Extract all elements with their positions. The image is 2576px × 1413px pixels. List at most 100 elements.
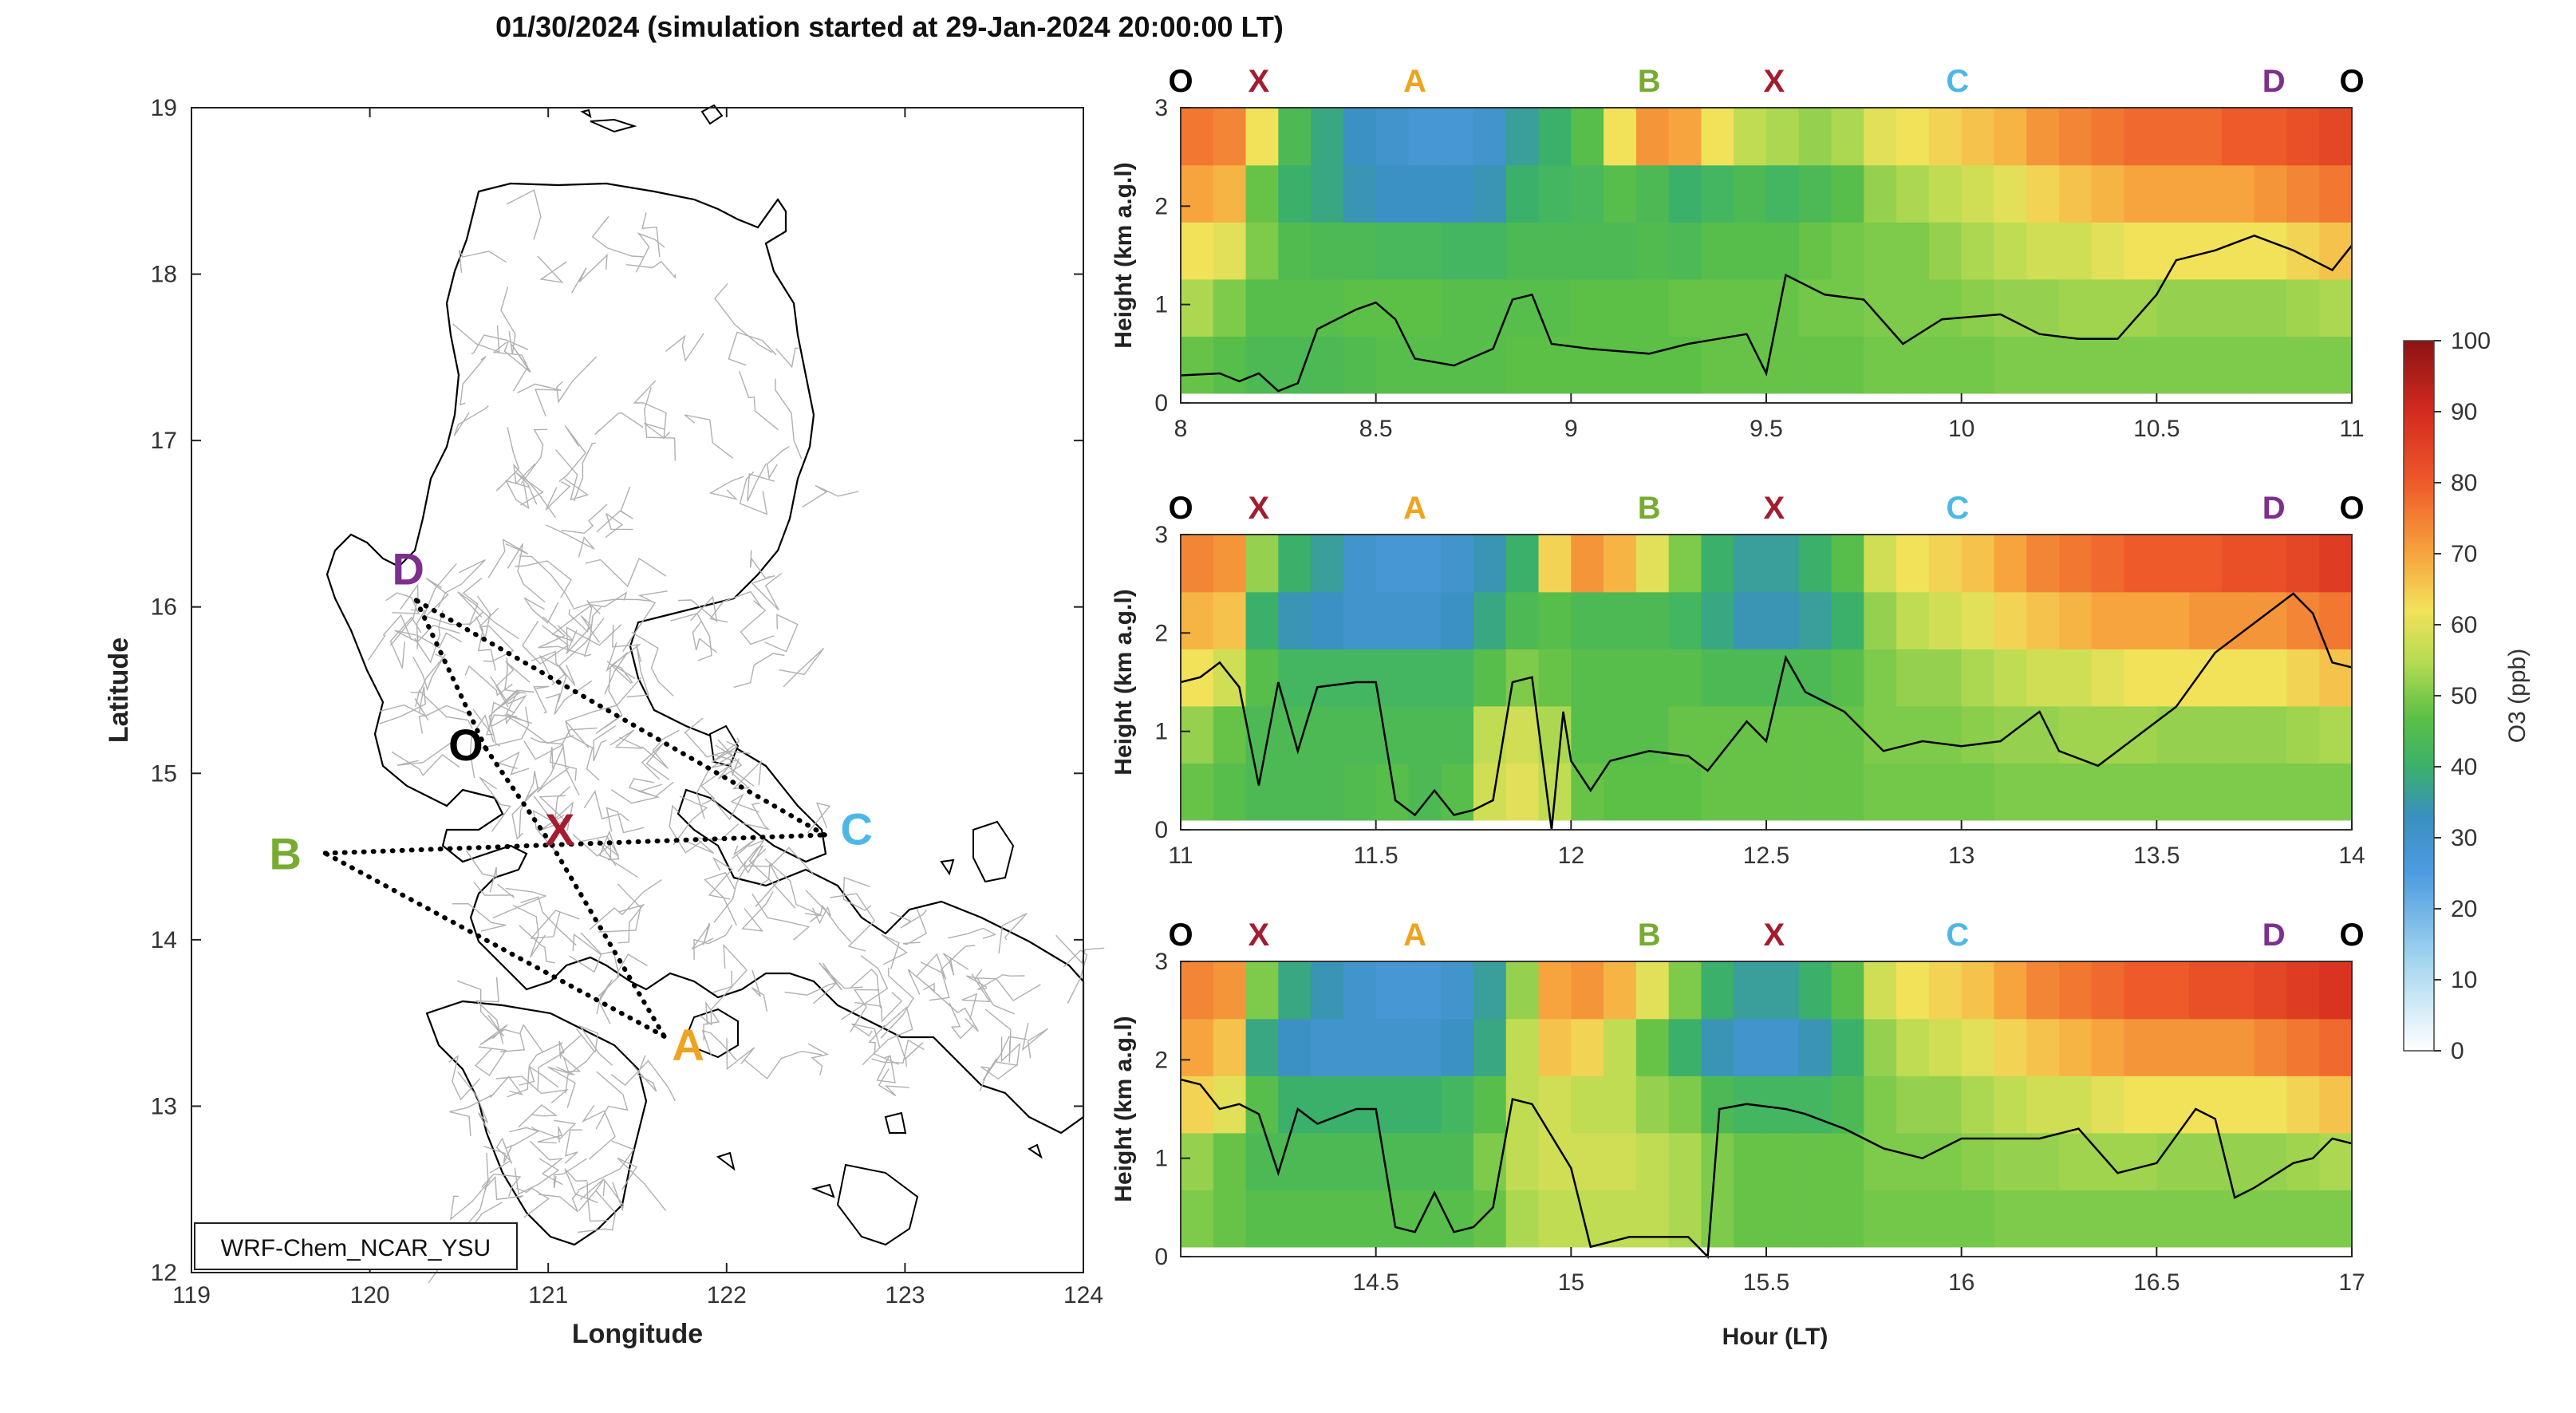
o3-cell xyxy=(1766,1018,1800,1076)
admin-boundary-line xyxy=(902,908,928,945)
admin-boundary-line xyxy=(851,1023,881,1048)
o3-cell xyxy=(1734,591,1767,649)
o3-cell xyxy=(1441,1190,1474,1248)
o3-cell xyxy=(1635,961,1670,1020)
o3-cell xyxy=(2091,1018,2125,1076)
o3-cell xyxy=(1278,1076,1312,1134)
o3-cell xyxy=(1961,591,1995,649)
admin-boundary-line xyxy=(930,988,980,1032)
o3-cell xyxy=(1375,763,1410,821)
admin-boundary-line xyxy=(606,807,645,834)
admin-boundary-line xyxy=(503,657,527,694)
o3-cell xyxy=(1831,1076,1865,1134)
admin-boundary-line xyxy=(418,705,471,734)
o3-cell xyxy=(1441,705,1474,764)
o3-cell xyxy=(1408,1018,1442,1076)
leg-marker-x: X xyxy=(1763,64,1785,99)
admin-boundary-line xyxy=(622,590,668,653)
admin-boundary-line xyxy=(691,922,714,950)
admin-boundary-line xyxy=(577,1140,635,1191)
o3-cell xyxy=(1961,336,1995,394)
o3-cell xyxy=(1928,164,1963,223)
o3-cell xyxy=(1408,591,1442,649)
o3-cell xyxy=(1441,591,1474,649)
o3-cell xyxy=(1505,336,1540,394)
admin-boundary-line xyxy=(895,1032,924,1067)
admin-boundary-line xyxy=(710,793,759,821)
o3-cell xyxy=(2189,164,2223,223)
admin-boundary-line xyxy=(538,654,567,702)
admin-boundary-line xyxy=(876,1055,896,1083)
admin-boundary-line xyxy=(665,333,704,362)
o3-cell xyxy=(1635,222,1670,280)
o3-cell xyxy=(2026,222,2060,280)
admin-boundary-line xyxy=(488,689,535,747)
admin-boundary-line xyxy=(465,850,497,893)
admin-boundary-line xyxy=(554,786,574,831)
o3-cell xyxy=(1245,763,1280,821)
o3-cell xyxy=(1766,705,1800,764)
o3-cell xyxy=(1896,705,1930,764)
admin-boundary-line xyxy=(573,442,596,502)
o3-cell xyxy=(1343,535,1377,593)
heatmap-ytick-label: 0 xyxy=(1154,817,1168,843)
map-xtick-label: 122 xyxy=(707,1282,747,1308)
o3-cell xyxy=(1311,763,1344,821)
o3-cell xyxy=(2059,336,2093,394)
admin-boundary-line xyxy=(610,1060,676,1102)
leg-marker-o: O xyxy=(2339,918,2364,953)
o3-cell xyxy=(2156,961,2190,1020)
o3-cell xyxy=(2286,535,2321,593)
o3-cell xyxy=(1278,961,1312,1020)
o3-cell xyxy=(1668,1076,1702,1134)
admin-boundary-line xyxy=(606,661,633,684)
o3-cell xyxy=(1928,591,1963,649)
map-xtick-label: 119 xyxy=(172,1282,211,1308)
heatmap-xtick-label: 10 xyxy=(1948,416,1974,442)
o3-cell xyxy=(1766,1132,1800,1190)
o3-cell xyxy=(1701,278,1735,337)
o3-cell xyxy=(1343,961,1377,1020)
o3-cell xyxy=(1635,763,1670,821)
admin-boundary-line xyxy=(487,539,529,578)
o3-cell xyxy=(1961,763,1995,821)
admin-boundary-line xyxy=(558,618,605,686)
heatmap-xtick-label: 15.5 xyxy=(1743,1269,1789,1296)
leg-marker-x: X xyxy=(1763,918,1785,953)
o3-cell xyxy=(2221,1018,2255,1076)
o3-cell xyxy=(1538,222,1572,280)
o3-cell xyxy=(1831,222,1865,280)
o3-cell xyxy=(1571,961,1604,1020)
o3-cell xyxy=(2254,1076,2288,1134)
o3-cell xyxy=(1473,763,1507,821)
admin-boundary-line xyxy=(415,689,473,729)
o3-cell xyxy=(2026,649,2060,707)
o3-cell xyxy=(2091,705,2125,764)
o3-cell xyxy=(1311,108,1344,166)
admin-boundary-line xyxy=(749,550,771,579)
admin-boundary-line xyxy=(565,721,600,781)
admin-boundary-line xyxy=(631,631,674,697)
o3-cell xyxy=(2059,535,2093,593)
o3-cell xyxy=(2026,961,2060,1020)
admin-boundary-line xyxy=(712,943,748,993)
o3-cell xyxy=(1311,705,1344,764)
o3-cell xyxy=(1181,763,1214,821)
o3-cell xyxy=(2026,108,2060,166)
admin-boundary-line xyxy=(582,1104,616,1160)
o3-cell xyxy=(1181,705,1214,764)
heatmap-xtick-label: 11 xyxy=(1168,843,1193,869)
o3-cell xyxy=(1831,164,1865,223)
o3-cell xyxy=(1505,705,1540,764)
map-waypoint-o: O xyxy=(448,720,483,770)
o3-cell xyxy=(1538,1190,1572,1248)
heatmap-xtick-label: 11.5 xyxy=(1354,843,1398,869)
o3-cell xyxy=(2059,591,2093,649)
map-ticks: 119 120 121 122 123 124 12 13 14 15 16 17 18 19 xyxy=(151,95,1103,1308)
o3-cell xyxy=(1375,1190,1410,1248)
o3-cell xyxy=(1831,591,1865,649)
admin-boundary-line xyxy=(572,591,628,610)
o3-cell xyxy=(1766,649,1800,707)
colorbar-tick-label: 20 xyxy=(2451,896,2477,922)
o3-cell xyxy=(1734,763,1767,821)
